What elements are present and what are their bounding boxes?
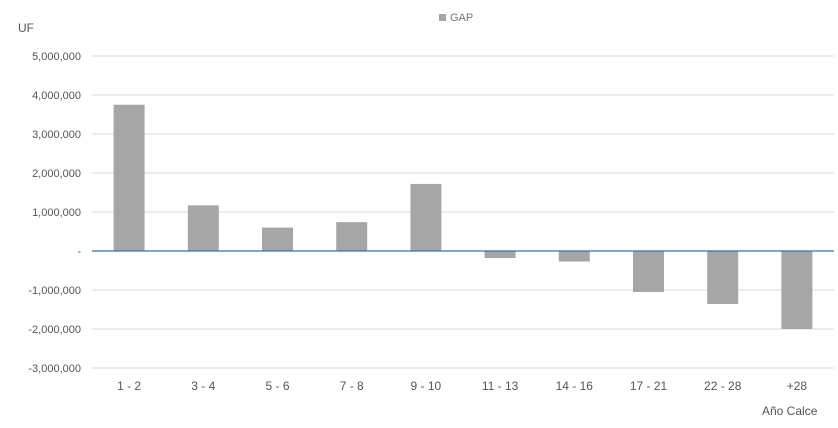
x-tick-label: 7 - 8 (340, 379, 364, 393)
legend-swatch-gap (439, 14, 446, 21)
y-tick-label: -3,000,000 (28, 363, 81, 375)
x-tick-label: 17 - 21 (630, 379, 668, 393)
y-tick-label: 5,000,000 (32, 51, 81, 63)
bar-1 (113, 104, 145, 251)
y-tick-label: 3,000,000 (32, 129, 81, 141)
x-tick-label: 1 - 2 (117, 379, 141, 393)
x-tick-label: 3 - 4 (191, 379, 215, 393)
bar-5 (410, 183, 442, 251)
y-tick-label: 1,000,000 (32, 207, 81, 219)
bar-8 (633, 251, 664, 292)
y-tick-label: 4,000,000 (32, 90, 81, 102)
x-tick-label: 9 - 10 (411, 379, 442, 393)
bar-6 (484, 251, 516, 259)
y-tick-label: -1,000,000 (28, 285, 81, 297)
x-tick-label: 14 - 16 (556, 379, 594, 393)
x-tick-label: 11 - 13 (482, 379, 519, 393)
axes: 5,000,000 4,000,000 3,000,000 2,000,000 1,00… (28, 51, 834, 393)
y-axis-title: UF (18, 21, 34, 35)
x-axis-title: Año Calce (762, 404, 818, 418)
y-tick-label: -2,000,000 (28, 324, 81, 336)
bar-9 (707, 251, 739, 305)
x-tick-label: +28 (787, 379, 808, 393)
bar-2 (187, 205, 219, 251)
bar-10 (781, 251, 813, 329)
y-tick-label: 2,000,000 (32, 168, 81, 180)
legend: GAP (439, 12, 473, 24)
bars (113, 104, 813, 329)
bar-7 (558, 251, 590, 262)
legend-label-gap: GAP (450, 12, 473, 24)
y-tick-label: - (77, 246, 81, 258)
x-tick-label: 5 - 6 (265, 379, 289, 393)
x-tick-label: 22 - 28 (704, 379, 742, 393)
bar-3 (262, 227, 293, 251)
bar-4 (336, 222, 368, 251)
